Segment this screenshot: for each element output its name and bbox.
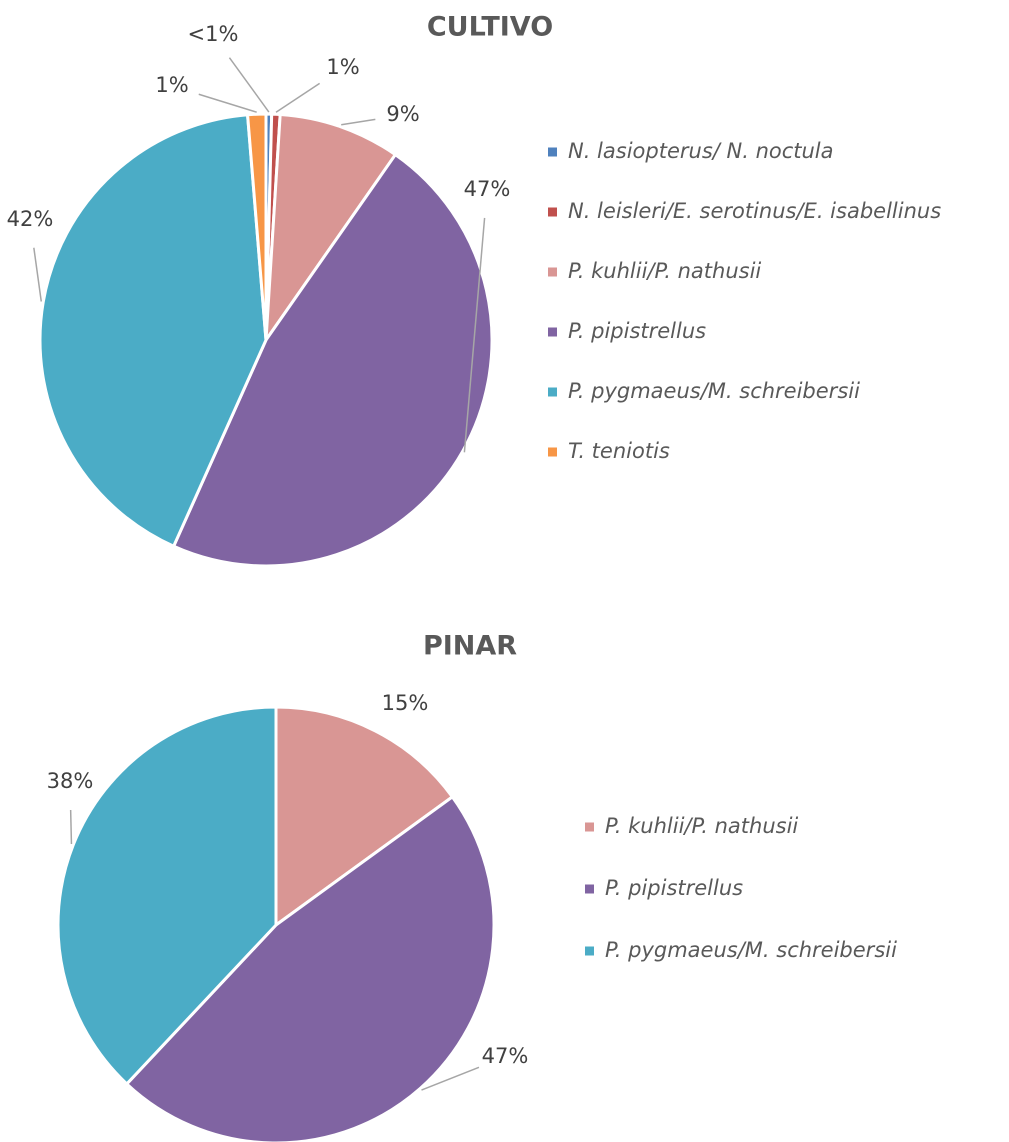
legend-label: T. teniotis bbox=[568, 439, 670, 463]
data-label: 38% bbox=[47, 769, 94, 793]
legend-label: P. kuhlii/P. nathusii bbox=[605, 814, 798, 838]
data-label: 9% bbox=[386, 102, 419, 126]
pie-slice bbox=[264, 112, 398, 346]
leader-line bbox=[198, 93, 257, 113]
leader-line bbox=[69, 809, 73, 845]
leader-line bbox=[341, 118, 376, 126]
legend-label: N. leisleri/E. serotinus/E. isabellinus bbox=[568, 199, 941, 223]
chart-title: CULTIVO bbox=[427, 12, 553, 43]
leader-line bbox=[228, 57, 270, 113]
chart-title: PINAR bbox=[423, 631, 517, 662]
legend-label: N. lasiopterus/ N. noctula bbox=[568, 139, 834, 163]
pie-slice bbox=[56, 705, 278, 1087]
legend-label: P. pipistrellus bbox=[568, 319, 706, 343]
legend-label: P. pygmaeus/M. schreibersii bbox=[568, 379, 860, 403]
data-label: 1% bbox=[155, 73, 188, 97]
data-label: 15% bbox=[382, 691, 429, 715]
pie-slice bbox=[124, 794, 496, 1142]
legend-swatch bbox=[548, 207, 557, 217]
legend-swatch bbox=[548, 327, 557, 337]
leader-line bbox=[421, 1066, 480, 1091]
data-label: 1% bbox=[326, 55, 359, 79]
legend-swatch bbox=[585, 946, 594, 956]
legend-label: P. pygmaeus/M. schreibersii bbox=[605, 938, 897, 962]
leader-line bbox=[33, 247, 43, 302]
legend-swatch bbox=[585, 884, 594, 894]
legend-swatch bbox=[548, 387, 557, 397]
pie-slice bbox=[274, 705, 455, 928]
pie-slice bbox=[38, 113, 268, 549]
pie-slice bbox=[245, 112, 268, 341]
data-label: <1% bbox=[188, 22, 239, 46]
data-label: 47% bbox=[464, 177, 511, 201]
pie-slice bbox=[171, 152, 494, 568]
data-label: 47% bbox=[482, 1044, 529, 1068]
leader-line bbox=[275, 82, 321, 113]
legend-swatch bbox=[548, 267, 557, 277]
legend-swatch bbox=[548, 147, 557, 157]
leader-line bbox=[463, 217, 486, 453]
legend-label: P. kuhlii/P. nathusii bbox=[568, 259, 761, 283]
legend-label: P. pipistrellus bbox=[605, 876, 743, 900]
data-label: 42% bbox=[7, 207, 54, 231]
legend-swatch bbox=[585, 822, 594, 832]
legend-swatch bbox=[548, 447, 557, 457]
